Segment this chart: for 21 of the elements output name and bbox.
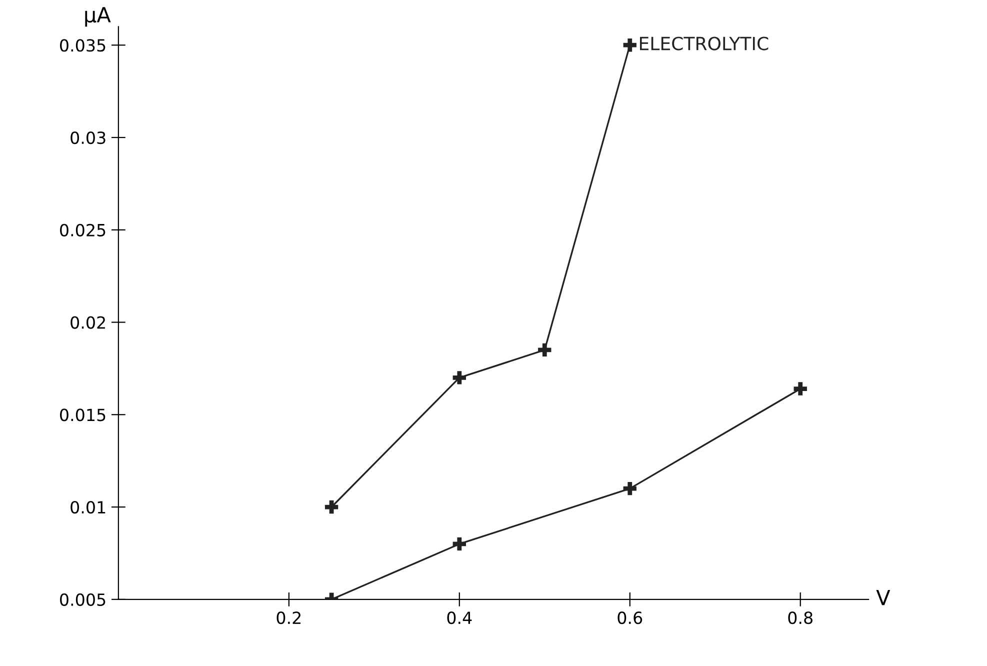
y-tick-label: 0.005 bbox=[60, 593, 106, 606]
point bbox=[538, 343, 552, 357]
y-tick-label: 0.03 bbox=[70, 131, 106, 144]
x-tick-label: 0.2 bbox=[276, 612, 301, 624]
point bbox=[794, 382, 807, 396]
series-label: ELECTROLYTIC bbox=[640, 36, 768, 50]
x-axis-title: V bbox=[876, 590, 890, 606]
y-tick-label: 0.035 bbox=[60, 39, 106, 52]
y-tick-label: 0.01 bbox=[70, 500, 106, 514]
point bbox=[452, 537, 466, 551]
y-tick-label: 0.015 bbox=[60, 408, 106, 422]
point bbox=[324, 500, 338, 514]
y-axis-title: μA bbox=[85, 7, 111, 27]
x-tick-label: 0.8 bbox=[788, 612, 812, 624]
y-tick-label: 0.02 bbox=[70, 316, 105, 329]
point bbox=[452, 371, 466, 384]
x-tick-label: 0.6 bbox=[618, 612, 642, 624]
point bbox=[623, 482, 636, 496]
point bbox=[623, 38, 636, 52]
y-tick-label: 0.025 bbox=[60, 224, 106, 236]
x-tick-label: 0.4 bbox=[447, 612, 472, 624]
